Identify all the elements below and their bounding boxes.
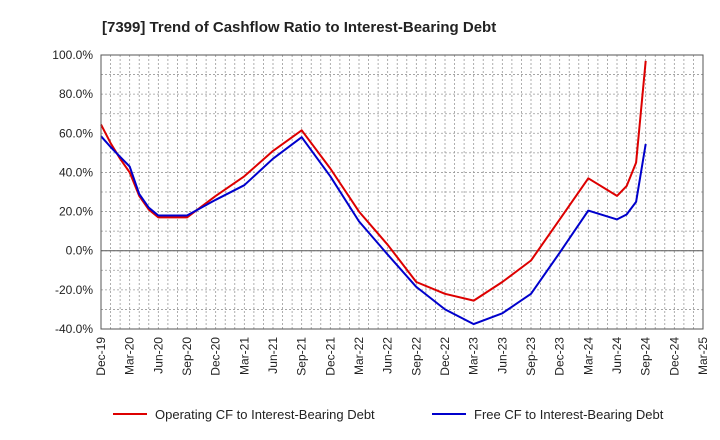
series-line-1 (100, 60, 647, 302)
series-line-2 (100, 135, 647, 326)
y-tick-label: 60.0% (59, 126, 93, 140)
x-tick-label: Dec-21 (323, 337, 337, 376)
x-tick-label: Dec-22 (438, 337, 452, 376)
x-tick-label: Sep-21 (295, 337, 309, 376)
legend-label-1: Operating CF to Interest-Bearing Debt (155, 407, 375, 422)
x-tick-label: Sep-20 (180, 337, 194, 376)
x-tick-label: Mar-24 (581, 337, 595, 375)
x-tick-label: Dec-19 (94, 337, 108, 376)
y-tick-label: 20.0% (59, 205, 93, 219)
y-axis: -40.0% -20.0% 0.0% 20.0% 40.0% 60.0% 80.0% 100.… (52, 48, 93, 336)
x-tick-label: Sep-23 (524, 337, 538, 376)
y-tick-label: 40.0% (59, 165, 93, 179)
y-tick-label: -20.0% (55, 283, 93, 297)
x-tick-label: Jun-23 (495, 337, 509, 374)
x-tick-label: Sep-22 (409, 337, 423, 376)
grid (101, 55, 703, 329)
y-tick-label: -40.0% (55, 322, 93, 336)
x-tick-label: Jun-24 (610, 337, 624, 374)
legend: Operating CF to Interest-Bearing Debt Fre… (113, 407, 664, 422)
chart-title: [7399] Trend of Cashflow Ratio to Intere… (102, 19, 496, 36)
plot-frame (100, 54, 704, 330)
y-tick-label: 80.0% (59, 87, 93, 101)
x-tick-label: Mar-21 (237, 337, 251, 375)
x-tick-label: Sep-24 (639, 337, 653, 376)
legend-label-2: Free CF to Interest-Bearing Debt (474, 407, 664, 422)
x-tick-label: Mar-20 (123, 337, 137, 375)
x-tick-label: Dec-23 (553, 337, 567, 376)
x-tick-label: Jun-21 (266, 337, 280, 374)
x-tick-label: Dec-24 (667, 337, 681, 376)
x-tick-label: Mar-25 (696, 337, 710, 375)
x-tick-label: Jun-20 (151, 337, 165, 374)
y-tick-label: 100.0% (52, 48, 93, 62)
y-tick-label: 0.0% (66, 244, 94, 258)
x-axis: Dec-19 Mar-20 Jun-20 Sep-20 Dec-20 Mar-21 Jun-… (94, 337, 710, 376)
x-tick-label: Mar-22 (352, 337, 366, 375)
x-tick-label: Jun-22 (381, 337, 395, 374)
series-layer (100, 60, 647, 326)
x-tick-label: Dec-20 (209, 337, 223, 376)
x-tick-label: Mar-23 (467, 337, 481, 375)
